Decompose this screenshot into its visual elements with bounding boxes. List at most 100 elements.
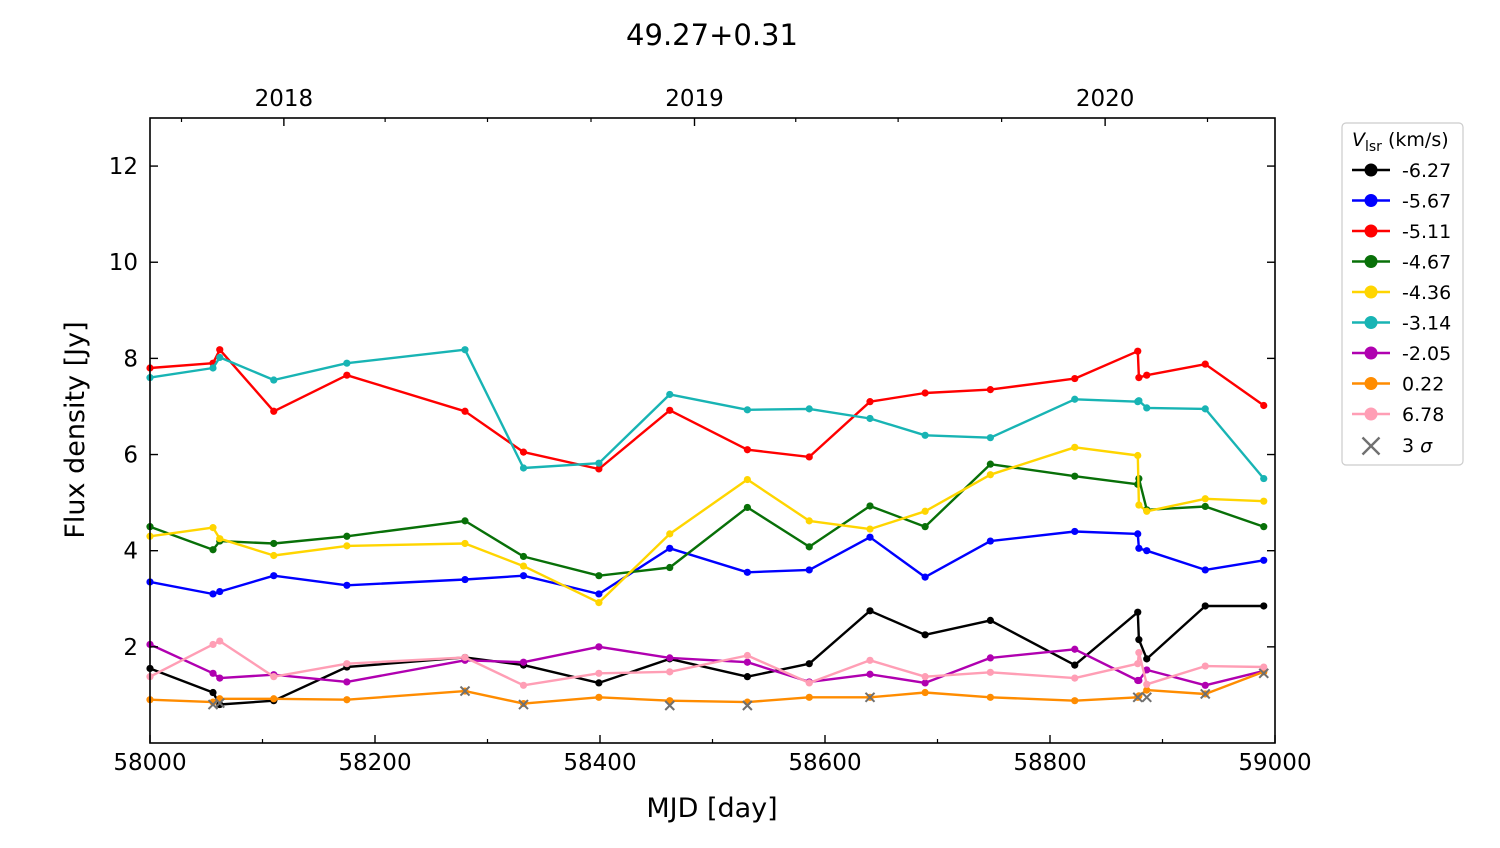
data-point — [595, 679, 603, 687]
sigma-stroke — [1132, 692, 1143, 703]
data-point — [216, 346, 224, 354]
data-point — [519, 448, 528, 456]
data-point — [1071, 443, 1079, 451]
data-point — [1135, 544, 1143, 552]
data-point — [519, 572, 528, 580]
legend-label: -5.67 — [1402, 191, 1451, 213]
series-line — [149, 348, 1265, 471]
data-point — [343, 581, 351, 589]
data-point — [343, 696, 351, 704]
data-point — [743, 446, 751, 454]
data-point — [1260, 523, 1268, 531]
data-point — [921, 389, 929, 397]
data-point — [986, 471, 994, 479]
legend-label: 0.22 — [1402, 374, 1444, 396]
data-point — [1260, 401, 1268, 410]
legend-item: -4.67 — [1352, 252, 1451, 274]
series-7 — [146, 668, 1268, 708]
data-point — [270, 572, 278, 580]
data-point — [1143, 507, 1151, 515]
sigma-marker — [864, 692, 876, 703]
data-point — [921, 688, 929, 697]
data-point — [986, 460, 994, 468]
data-point — [595, 590, 603, 598]
data-point — [866, 525, 874, 533]
data-point — [743, 673, 751, 681]
series-3 — [146, 460, 1268, 580]
data-point — [461, 517, 469, 525]
data-point — [921, 507, 929, 515]
legend-title: Vlsr (km/s) — [1352, 129, 1449, 155]
data-point — [743, 568, 751, 576]
data-point — [595, 599, 603, 607]
legend: Vlsr (km/s) -6.27 -5.67 -5.11 -4.67 -4.36 -3.… — [1341, 122, 1464, 466]
legend-item: -2.05 — [1352, 343, 1451, 365]
data-point — [743, 406, 751, 414]
sigma-stroke — [664, 700, 675, 711]
data-point — [805, 660, 813, 668]
data-point — [519, 552, 528, 561]
x-tick-label: 58800 — [1013, 750, 1086, 776]
y-tick-label: 10 — [109, 250, 138, 276]
data-point — [216, 587, 224, 596]
data-point — [1201, 566, 1209, 574]
x-tick-label: 59000 — [1238, 750, 1311, 776]
data-point — [270, 695, 278, 703]
data-point — [743, 475, 751, 484]
chart-title: 49.27+0.31 — [626, 18, 798, 52]
data-point — [461, 346, 469, 354]
series-line — [149, 530, 1264, 596]
data-point — [805, 693, 813, 701]
data-point — [666, 390, 674, 399]
data-point — [1143, 666, 1151, 674]
data-point — [666, 406, 674, 414]
data-point — [343, 660, 351, 668]
sigma-marker — [1200, 688, 1211, 700]
data-point — [270, 407, 278, 415]
data-point — [866, 607, 874, 615]
data-point — [986, 616, 994, 625]
data-point — [209, 546, 217, 554]
data-point — [216, 637, 224, 645]
data-point — [209, 364, 217, 372]
sigma-stroke — [864, 692, 876, 703]
x-tick-label: 58200 — [338, 750, 411, 776]
data-point — [666, 654, 674, 662]
legend-item: -4.36 — [1352, 282, 1451, 304]
legend-marker — [1364, 194, 1378, 207]
data-point — [270, 551, 278, 560]
axes-layer: 58000 58200 58400 58600 58800 59000 2 4 6 8 10 12 20… — [109, 86, 1312, 776]
data-point — [209, 688, 217, 697]
y-tick-label: 4 — [123, 539, 138, 565]
data-point — [1134, 660, 1142, 668]
data-point — [866, 414, 874, 423]
y-tick-label: 6 — [123, 443, 138, 469]
data-point — [1071, 697, 1079, 705]
data-point — [461, 407, 469, 415]
x-tick-label: 58400 — [563, 750, 636, 776]
data-point — [1134, 451, 1142, 460]
y-tick-label: 8 — [123, 346, 138, 372]
data-point — [595, 572, 603, 580]
data-point — [216, 674, 224, 682]
series-5 — [146, 346, 1268, 483]
data-point — [805, 679, 813, 687]
sigma-stroke — [1200, 688, 1211, 700]
data-point — [209, 590, 217, 598]
data-point — [209, 669, 217, 677]
data-point — [805, 453, 813, 461]
sigma-marker — [664, 700, 675, 711]
data-point — [1143, 680, 1151, 688]
data-point — [1135, 374, 1143, 382]
data-point — [1201, 502, 1209, 511]
data-point — [519, 562, 528, 570]
data-point — [1135, 501, 1143, 509]
y-tick-label: 2 — [123, 635, 138, 661]
data-point — [1260, 556, 1268, 564]
sigma-markers — [207, 668, 1269, 711]
legend-sigma-marker — [1361, 436, 1381, 456]
data-point — [805, 566, 813, 574]
data-point — [1134, 608, 1142, 616]
data-point — [986, 386, 994, 394]
data-point — [1143, 655, 1151, 663]
